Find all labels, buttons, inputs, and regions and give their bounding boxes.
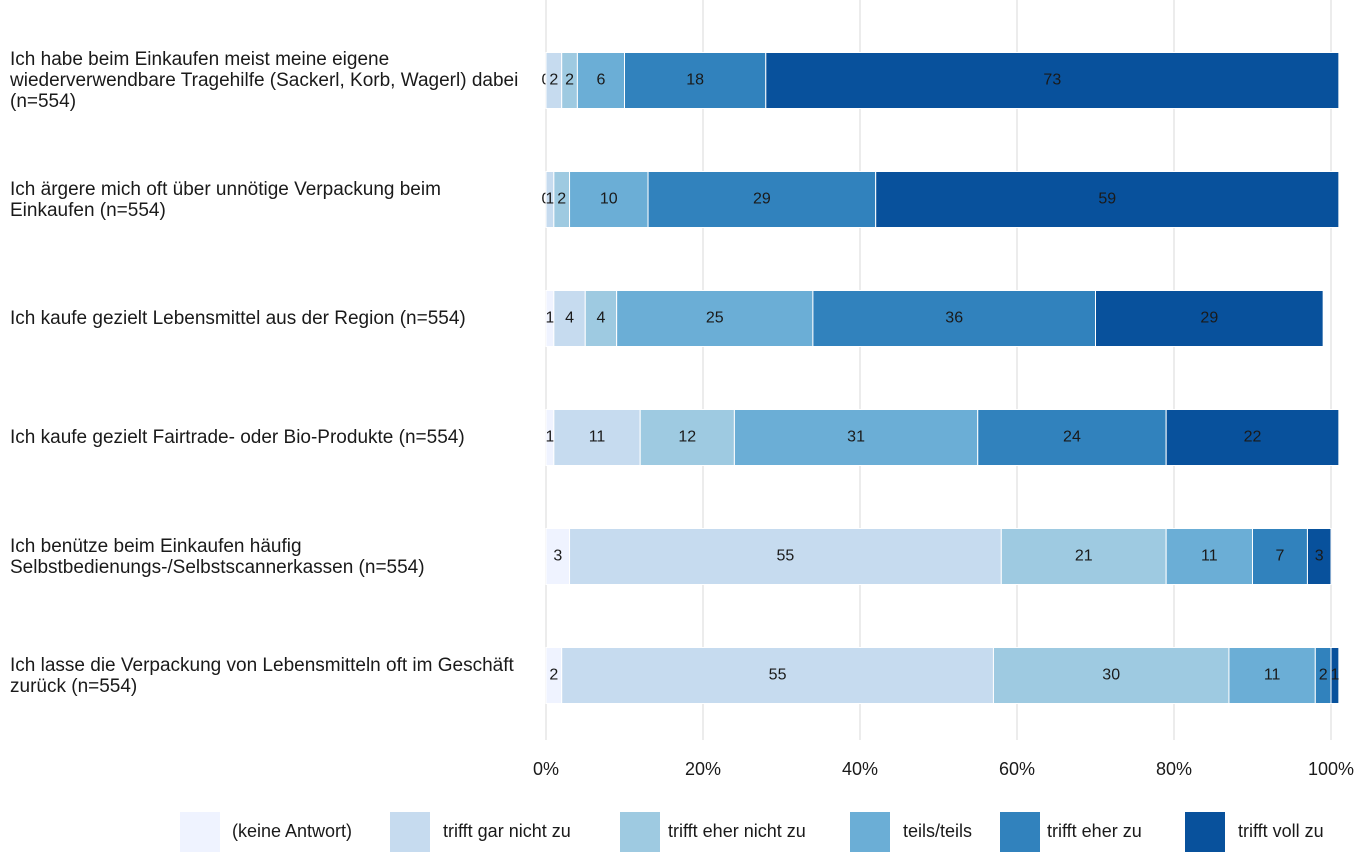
- value-label: 1: [545, 310, 554, 327]
- value-label: 2: [549, 72, 558, 89]
- x-tick-label: 80%: [1156, 759, 1192, 779]
- legend-swatch: [1000, 812, 1040, 852]
- x-tick-label: 20%: [685, 759, 721, 779]
- legend-label: trifft eher zu: [1047, 821, 1142, 841]
- bar-segment: [616, 290, 814, 347]
- value-label: 30: [1102, 667, 1120, 684]
- legend-label: trifft eher nicht zu: [668, 821, 806, 841]
- value-label: 24: [1063, 429, 1081, 446]
- bar-segment: [1306, 528, 1332, 585]
- bar-segment: [1330, 647, 1340, 704]
- bar-segment: [569, 171, 649, 228]
- value-label: 18: [686, 72, 704, 89]
- value-label: 1: [545, 191, 554, 208]
- bar-segment: [561, 647, 994, 704]
- bar-segment: [977, 409, 1167, 466]
- value-label: 11: [1201, 548, 1218, 565]
- value-label: 29: [753, 191, 771, 208]
- value-label: 2: [565, 72, 574, 89]
- value-label: 59: [1098, 191, 1116, 208]
- value-label: 4: [565, 310, 574, 327]
- value-label: 6: [596, 72, 605, 89]
- value-label: 7: [1276, 548, 1285, 565]
- bar-segment: [576, 52, 626, 109]
- x-tick-label: 0%: [533, 759, 559, 779]
- legend-swatch: [390, 812, 430, 852]
- value-label: 1: [545, 429, 554, 446]
- bar-segment: [584, 290, 618, 347]
- value-label: 2: [557, 191, 566, 208]
- legend-swatch: [850, 812, 890, 852]
- category-label: Ich benütze beim Einkaufen häufig Selbst…: [10, 535, 425, 578]
- x-tick-label: 60%: [999, 759, 1035, 779]
- value-label: 73: [1043, 72, 1061, 89]
- legend-label: trifft voll zu: [1238, 821, 1324, 841]
- value-label: 4: [596, 310, 605, 327]
- bar-segment: [812, 290, 1097, 347]
- category-label: Ich kaufe gezielt Fairtrade- oder Bio-Pr…: [10, 427, 465, 448]
- bar-segment: [624, 52, 767, 109]
- value-label: 11: [1264, 667, 1281, 684]
- bar-segment: [875, 171, 1340, 228]
- bar-segment: [1000, 528, 1167, 585]
- legend-label: teils/teils: [903, 821, 972, 841]
- value-label: 3: [553, 548, 562, 565]
- value-label: 10: [600, 191, 618, 208]
- x-tick-label: 100%: [1308, 759, 1354, 779]
- bar-segment: [1165, 409, 1340, 466]
- value-label: 36: [945, 310, 963, 327]
- value-label: 21: [1075, 548, 1093, 565]
- value-label: 1: [1330, 667, 1339, 684]
- value-label: 29: [1200, 310, 1218, 327]
- value-label: 25: [706, 310, 724, 327]
- bar-segment: [992, 647, 1230, 704]
- legend-label: trifft gar nicht zu: [443, 821, 571, 841]
- bar-segment: [647, 171, 877, 228]
- value-label: 3: [1315, 548, 1324, 565]
- legend-swatch: [1185, 812, 1225, 852]
- legend-swatch: [180, 812, 220, 852]
- category-label: Ich kaufe gezielt Lebensmittel aus der R…: [10, 308, 466, 329]
- value-label: 55: [777, 548, 795, 565]
- value-label: 55: [769, 667, 787, 684]
- bar-segment: [553, 409, 641, 466]
- value-label: 12: [678, 429, 696, 446]
- category-label: Ich lasse die Verpackung von Lebensmitte…: [10, 654, 514, 697]
- bar-segment: [765, 52, 1340, 109]
- x-tick-label: 40%: [842, 759, 878, 779]
- value-label: 22: [1244, 429, 1262, 446]
- value-label: 2: [549, 667, 558, 684]
- category-label: Ich habe beim Einkaufen meist meine eige…: [10, 49, 519, 112]
- category-label: Ich ärgere mich oft über unnötige Verpac…: [10, 178, 441, 221]
- value-label: 11: [589, 429, 606, 446]
- bar-segment: [639, 409, 735, 466]
- bar-segment: [1228, 647, 1316, 704]
- bar-segment: [733, 409, 979, 466]
- value-label: 31: [847, 429, 865, 446]
- value-label: 2: [1319, 667, 1328, 684]
- legend-swatch: [620, 812, 660, 852]
- legend-label: (keine Antwort): [232, 821, 352, 841]
- bar-segment: [1095, 290, 1324, 347]
